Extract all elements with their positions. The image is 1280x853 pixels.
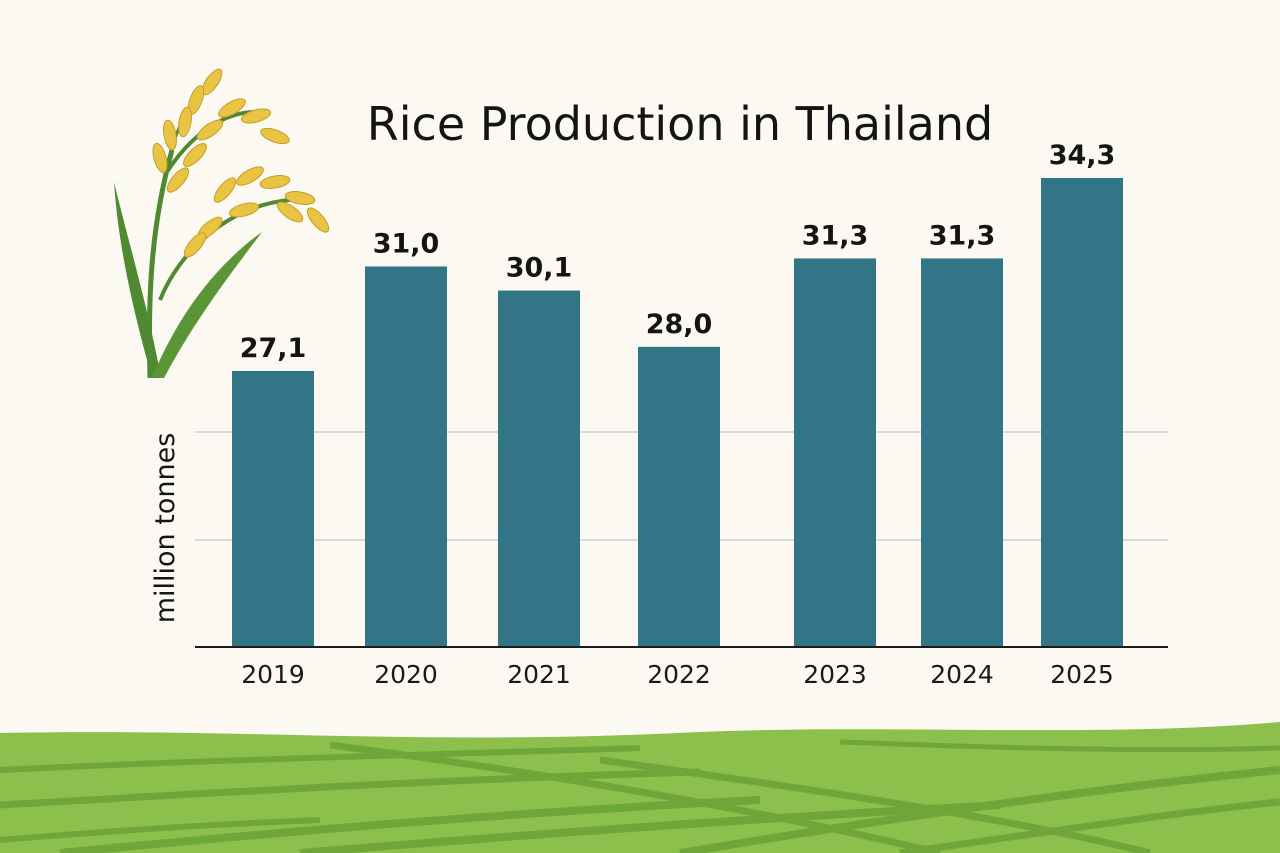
value-label-2021: 30,1 [506, 253, 573, 284]
bars-group [232, 178, 1123, 647]
x-tick-labels-group: 2019 2020 2021 2022 2023 2024 2025 [241, 660, 1114, 689]
bar-2025 [1041, 178, 1123, 647]
x-tick-2019: 2019 [241, 660, 305, 689]
x-tick-2025: 2025 [1050, 660, 1114, 689]
value-label-2024: 31,3 [929, 220, 996, 251]
value-label-2025: 34,3 [1049, 140, 1116, 171]
rice-plant-icon [114, 68, 330, 379]
bar-2021 [498, 290, 580, 647]
value-label-2023: 31,3 [802, 220, 869, 251]
x-tick-2022: 2022 [647, 660, 711, 689]
x-tick-2023: 2023 [803, 660, 867, 689]
bar-2019 [232, 370, 314, 647]
bar-2023 [794, 258, 876, 647]
x-tick-2021: 2021 [507, 660, 571, 689]
value-label-2022: 28,0 [646, 309, 713, 340]
bar-2020 [365, 266, 447, 647]
bar-2022 [638, 346, 720, 647]
x-tick-2020: 2020 [374, 660, 438, 689]
bar-2024 [921, 258, 1003, 647]
value-label-2020: 31,0 [373, 228, 440, 259]
value-label-2019: 27,1 [240, 333, 307, 364]
y-axis-label: million tonnes [150, 433, 181, 624]
x-tick-2024: 2024 [930, 660, 994, 689]
value-labels-group: 27,1 31,0 30,1 28,0 31,3 31,3 34,3 [240, 140, 1116, 364]
rice-field-icon [0, 722, 1280, 853]
chart-title: Rice Production in Thailand [367, 97, 993, 151]
